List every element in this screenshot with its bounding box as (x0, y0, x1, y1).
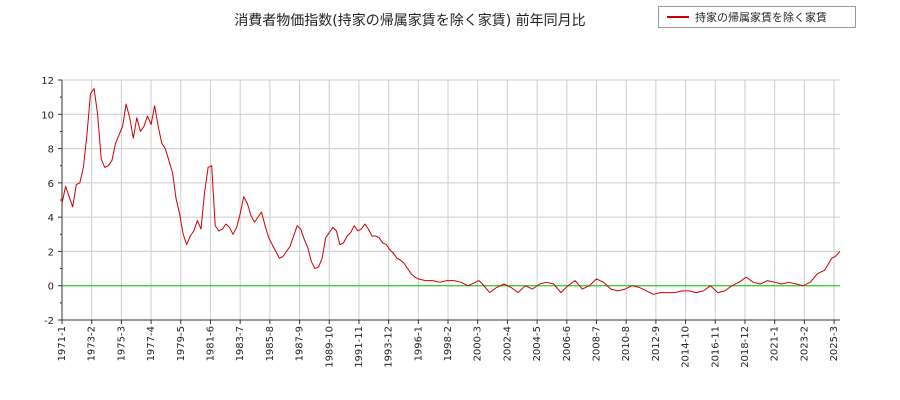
y-tick-label: 0 (48, 282, 54, 293)
x-tick-label: 1981-6 (205, 326, 216, 361)
x-tick-label: 2025-3 (829, 326, 840, 361)
x-tick-label: 2012-9 (651, 326, 662, 361)
x-tick-label: 1987-9 (295, 326, 306, 361)
x-tick-label: 2004-5 (532, 326, 543, 361)
x-tick-label: 1975-3 (116, 326, 127, 361)
x-tick-label: 2000-3 (473, 326, 484, 361)
x-tick-label: 1971-1 (57, 326, 68, 361)
x-tick-label: 2021-1 (770, 326, 781, 361)
y-tick-label: -2 (44, 316, 54, 327)
x-tick-label: 1983-7 (235, 326, 246, 361)
x-tick-label: 1998-2 (443, 326, 454, 361)
x-tick-label: 2014-10 (681, 326, 692, 368)
x-tick-label: 1989-10 (324, 326, 335, 368)
plot-background (62, 80, 840, 320)
y-tick-label: 10 (41, 110, 54, 121)
x-tick-label: 2016-11 (710, 326, 721, 368)
x-tick-label: 1977-4 (146, 326, 157, 361)
x-tick-label: 1993-12 (384, 326, 395, 368)
legend-label: 持家の帰属家賃を除く家賃 (695, 11, 827, 24)
x-tick-label: 2008-7 (592, 326, 603, 361)
x-tick-label: 1996-1 (413, 326, 424, 361)
x-tick-label: 2018-12 (740, 326, 751, 368)
x-tick-label: 2002-4 (502, 326, 513, 361)
x-tick-label: 2006-6 (562, 326, 573, 361)
x-tick-label: 1985-8 (265, 326, 276, 361)
y-tick-label: 12 (41, 76, 54, 87)
series-line (61, 88, 841, 295)
x-tick-label: 1973-2 (87, 326, 98, 361)
y-tick-label: 4 (48, 213, 54, 224)
legend-swatch (667, 16, 689, 18)
x-tick-label: 2023-2 (799, 326, 810, 361)
x-tick-label: 1991-11 (354, 326, 365, 368)
y-tick-label: 2 (48, 247, 54, 258)
y-tick-label: 6 (48, 179, 54, 190)
x-tick-label: 1979-5 (176, 326, 187, 361)
y-tick-label: 8 (48, 145, 54, 156)
legend: 持家の帰属家賃を除く家賃 (658, 6, 856, 28)
chart-title: 消費者物価指数(持家の帰属家賃を除く家賃) 前年同月比 (234, 13, 586, 29)
x-tick-label: 2010-8 (621, 326, 632, 361)
